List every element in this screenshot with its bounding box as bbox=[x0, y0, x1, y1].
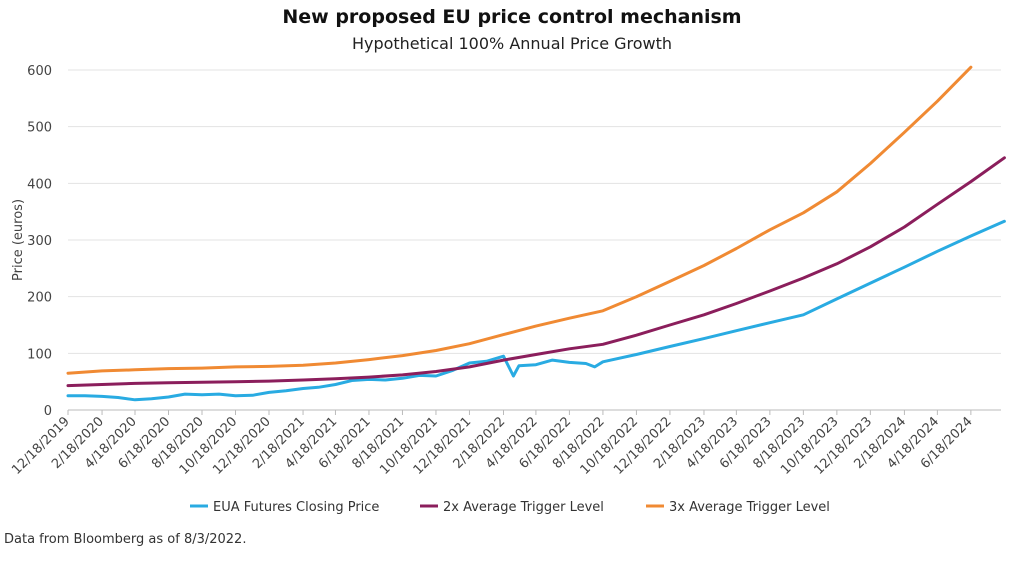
y-tick-label: 200 bbox=[27, 291, 52, 306]
series-lines bbox=[66, 65, 1006, 402]
legend-label: 2x Average Trigger Level bbox=[443, 500, 604, 515]
series-line bbox=[66, 65, 973, 375]
gridlines bbox=[68, 69, 1001, 411]
legend-label: 3x Average Trigger Level bbox=[669, 500, 830, 515]
price-line-chart: 0 100 200 300 400 500 600 12/18/20192/18/20204… bbox=[9, 64, 1006, 515]
y-tick-label: 400 bbox=[27, 177, 52, 192]
y-tick-label: 500 bbox=[27, 121, 52, 136]
chart-subtitle: Hypothetical 100% Annual Price Growth bbox=[351, 34, 673, 53]
legend: EUA Futures Closing Price 2x Average Trig… bbox=[190, 500, 830, 515]
source-note: Data from Bloomberg as of 8/3/2022. bbox=[4, 532, 247, 547]
series-line bbox=[66, 156, 1006, 388]
y-axis-label: Price (euros) bbox=[11, 199, 26, 281]
y-axis-ticks: 0 100 200 300 400 500 600 bbox=[27, 64, 52, 419]
chart-title: New proposed EU price control mechanism bbox=[282, 6, 742, 28]
y-tick-label: 600 bbox=[27, 64, 52, 79]
series-line bbox=[66, 219, 1006, 402]
y-tick-label: 0 bbox=[44, 404, 52, 419]
y-tick-label: 100 bbox=[27, 347, 52, 362]
y-tick-label: 300 bbox=[27, 234, 52, 249]
x-axis-ticks: 12/18/20192/18/20204/18/20206/18/20208/1… bbox=[9, 410, 976, 478]
legend-label: EUA Futures Closing Price bbox=[213, 500, 379, 515]
